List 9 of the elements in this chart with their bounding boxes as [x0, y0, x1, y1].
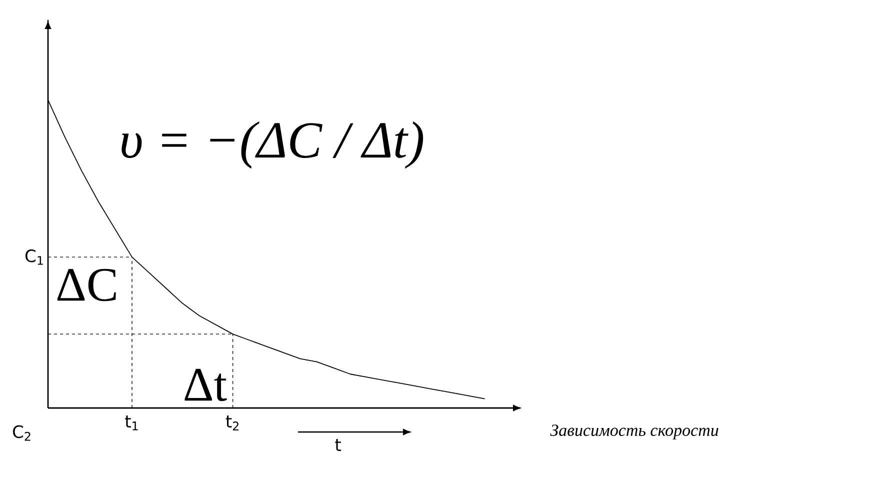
annotation: ΔC [57, 268, 116, 302]
text: Зависимость скорости [550, 424, 718, 440]
x-tick-label: t$_{2}$ [226, 416, 238, 430]
annotation: υ = −(ΔC / Δt) [122, 121, 424, 169]
text: t [335, 439, 341, 451]
x-tick-label: t$_{1}$ [125, 416, 138, 430]
text: C$_{2}$ [12, 425, 30, 441]
ref-line-label: C$_{1}$ [25, 249, 43, 265]
annotation: Δt [184, 368, 227, 402]
